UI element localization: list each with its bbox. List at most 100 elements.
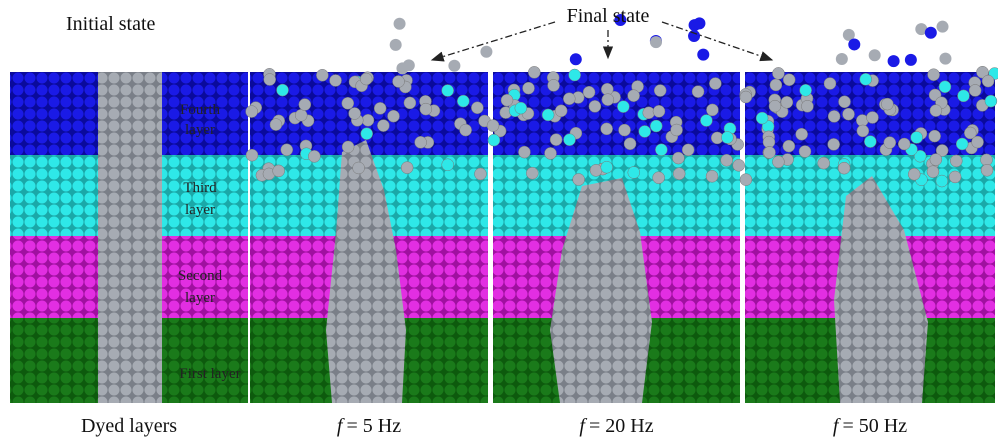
particle bbox=[329, 74, 342, 87]
particle bbox=[387, 109, 400, 123]
caption-text: = 5 Hz bbox=[346, 415, 401, 437]
particle bbox=[568, 68, 581, 82]
particle bbox=[294, 109, 308, 122]
particle bbox=[528, 66, 541, 79]
particle bbox=[928, 129, 941, 143]
ejected-particle bbox=[939, 52, 952, 65]
particle bbox=[588, 100, 602, 113]
particle bbox=[652, 105, 666, 118]
particle bbox=[838, 95, 851, 109]
ejected-particle bbox=[904, 53, 917, 66]
particle bbox=[474, 167, 487, 181]
particle bbox=[486, 119, 500, 132]
particle bbox=[601, 93, 615, 106]
particle bbox=[968, 84, 982, 97]
layer-label: Third bbox=[183, 180, 217, 196]
particle bbox=[913, 149, 927, 163]
ejected-particle bbox=[842, 28, 855, 41]
ejected-particle bbox=[868, 49, 881, 62]
dyed-column bbox=[98, 72, 162, 403]
layer-label: Fourth bbox=[180, 102, 221, 118]
particle bbox=[544, 147, 557, 160]
particle bbox=[522, 81, 535, 95]
particle bbox=[245, 105, 258, 118]
particle bbox=[263, 73, 276, 86]
particle bbox=[950, 154, 963, 168]
particle bbox=[377, 119, 390, 132]
dyed-column bbox=[326, 140, 406, 403]
particle bbox=[487, 133, 501, 147]
particle bbox=[691, 85, 705, 98]
caption: f = 20 Hz bbox=[579, 415, 653, 437]
particle bbox=[563, 92, 576, 105]
particle bbox=[582, 85, 596, 99]
particle bbox=[652, 171, 665, 184]
particle bbox=[929, 153, 943, 166]
particle bbox=[971, 135, 984, 149]
particle bbox=[272, 164, 285, 178]
particle bbox=[392, 75, 405, 88]
particle bbox=[638, 125, 651, 138]
particle bbox=[649, 119, 663, 133]
ejected-particle bbox=[848, 38, 861, 51]
particle bbox=[948, 170, 962, 184]
particle bbox=[269, 118, 283, 131]
particle bbox=[881, 97, 894, 111]
particle bbox=[823, 77, 837, 90]
particle bbox=[403, 96, 417, 110]
layer-label: layer bbox=[185, 202, 215, 218]
particle bbox=[772, 67, 785, 80]
caption: Dyed layers bbox=[81, 415, 177, 437]
particle bbox=[441, 84, 454, 97]
particle bbox=[681, 143, 695, 157]
particle bbox=[957, 89, 970, 103]
particle bbox=[359, 72, 373, 86]
particle bbox=[782, 139, 796, 153]
particle bbox=[572, 173, 585, 186]
particle bbox=[308, 150, 321, 163]
particle bbox=[817, 156, 830, 170]
caption-text: = 50 Hz bbox=[842, 415, 907, 437]
particle bbox=[348, 107, 361, 120]
particle bbox=[400, 161, 414, 174]
ejected-particle bbox=[697, 48, 710, 61]
ejected-particle bbox=[693, 17, 706, 30]
panel bbox=[245, 17, 493, 403]
layer-label: Second bbox=[178, 268, 223, 284]
ejected-particle bbox=[936, 20, 949, 33]
particle bbox=[655, 143, 668, 157]
ejected-particle bbox=[835, 52, 848, 65]
particle bbox=[459, 123, 472, 137]
particle bbox=[964, 126, 977, 140]
ejected-particle bbox=[393, 17, 406, 30]
particle bbox=[541, 108, 555, 122]
particle bbox=[245, 148, 259, 162]
arrows bbox=[430, 21, 774, 62]
particle bbox=[441, 158, 454, 172]
particle bbox=[589, 164, 603, 177]
particle bbox=[769, 78, 783, 92]
particle bbox=[798, 145, 812, 158]
particle bbox=[927, 68, 940, 81]
particle bbox=[600, 122, 613, 136]
ejected-particle bbox=[887, 55, 900, 68]
particle bbox=[547, 79, 560, 92]
particle bbox=[280, 143, 294, 157]
caption-text: Dyed layers bbox=[81, 415, 177, 437]
ejected-particle bbox=[448, 59, 461, 72]
final-label: Final state bbox=[567, 5, 650, 27]
particle bbox=[780, 96, 794, 109]
ejected-particle bbox=[688, 29, 701, 42]
particle bbox=[316, 68, 329, 82]
particle bbox=[864, 135, 877, 148]
particle bbox=[705, 170, 719, 183]
particle bbox=[910, 131, 923, 144]
ejected-particle bbox=[396, 62, 409, 75]
particle bbox=[514, 101, 528, 115]
particle bbox=[298, 98, 312, 111]
particle bbox=[827, 138, 840, 151]
particle bbox=[721, 131, 734, 144]
particle bbox=[373, 102, 387, 115]
particle bbox=[955, 137, 969, 151]
